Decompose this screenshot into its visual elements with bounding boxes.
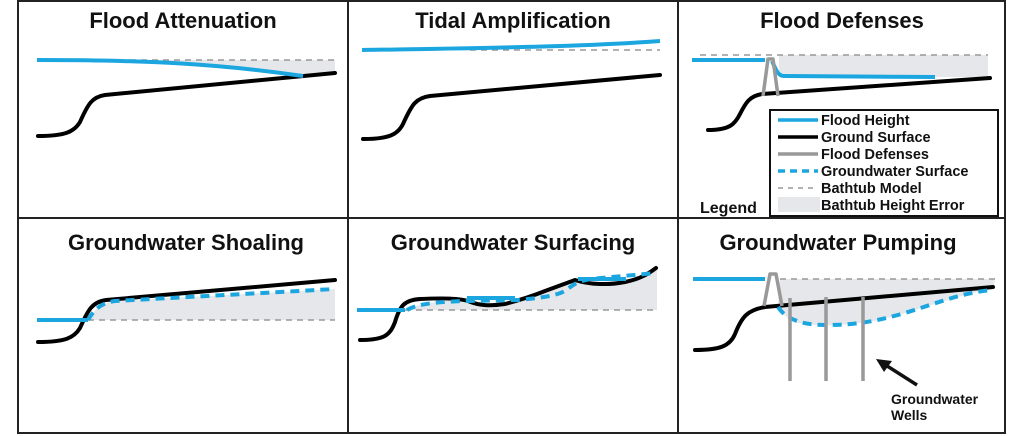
panel-groundwater-pumping: Groundwater Pumping Groundwater Wells	[693, 230, 995, 423]
legend-swatch-bathtub-error	[778, 197, 820, 212]
ground-surface	[36, 278, 337, 344]
panel-groundwater-shoaling: Groundwater Shoaling	[36, 230, 337, 344]
wells-label-line1: Groundwater	[891, 391, 979, 407]
groundwater-surface	[86, 287, 336, 322]
panel-tidal-amplification: Tidal Amplification	[361, 8, 662, 141]
arrow-icon	[876, 359, 918, 387]
legend: Legend Flood Height Ground Surface Flood…	[700, 109, 999, 217]
ground-surface	[361, 73, 662, 141]
ground-surface	[706, 76, 992, 132]
legend-title: Legend	[700, 200, 757, 217]
legend-label: Ground Surface	[821, 130, 931, 146]
panel-grid	[17, 0, 1006, 434]
panel-title: Flood Defenses	[760, 8, 924, 33]
flood-height-line	[361, 39, 661, 52]
panel-flood-defenses: Flood Defenses Legend Flood Height Groun…	[692, 8, 999, 217]
flood-defense-levee	[762, 272, 784, 307]
ground-surface	[358, 266, 658, 342]
wells-label-line2: Wells	[891, 407, 928, 423]
panel-title: Groundwater Pumping	[719, 230, 956, 255]
flood-height-line	[36, 58, 304, 78]
ground-surface	[36, 71, 337, 138]
groundwater-wells	[788, 297, 865, 381]
panel-flood-attenuation: Flood Attenuation	[36, 8, 337, 138]
ground-surface	[693, 285, 995, 352]
legend-label: Groundwater Surface	[821, 164, 968, 180]
panel-title: Groundwater Surfacing	[391, 230, 635, 255]
bathtub-error-area	[405, 268, 657, 310]
legend-label: Flood Defenses	[821, 147, 929, 163]
groundwater-surface	[405, 271, 657, 312]
groundwater-surface	[776, 288, 994, 328]
flood-defense-levee	[761, 57, 780, 97]
bathtub-error-area	[779, 55, 988, 77]
legend-label: Bathtub Height Error	[821, 198, 965, 214]
bathtub-error-area	[88, 289, 335, 320]
panel-title: Tidal Amplification	[415, 8, 611, 33]
legend-label: Flood Height	[821, 113, 910, 129]
panel-title: Groundwater Shoaling	[68, 230, 304, 255]
panel-groundwater-surfacing: Groundwater Surfacing	[357, 230, 658, 342]
legend-label: Bathtub Model	[821, 181, 922, 197]
panel-title: Flood Attenuation	[89, 8, 276, 33]
flood-height-line	[357, 277, 626, 312]
